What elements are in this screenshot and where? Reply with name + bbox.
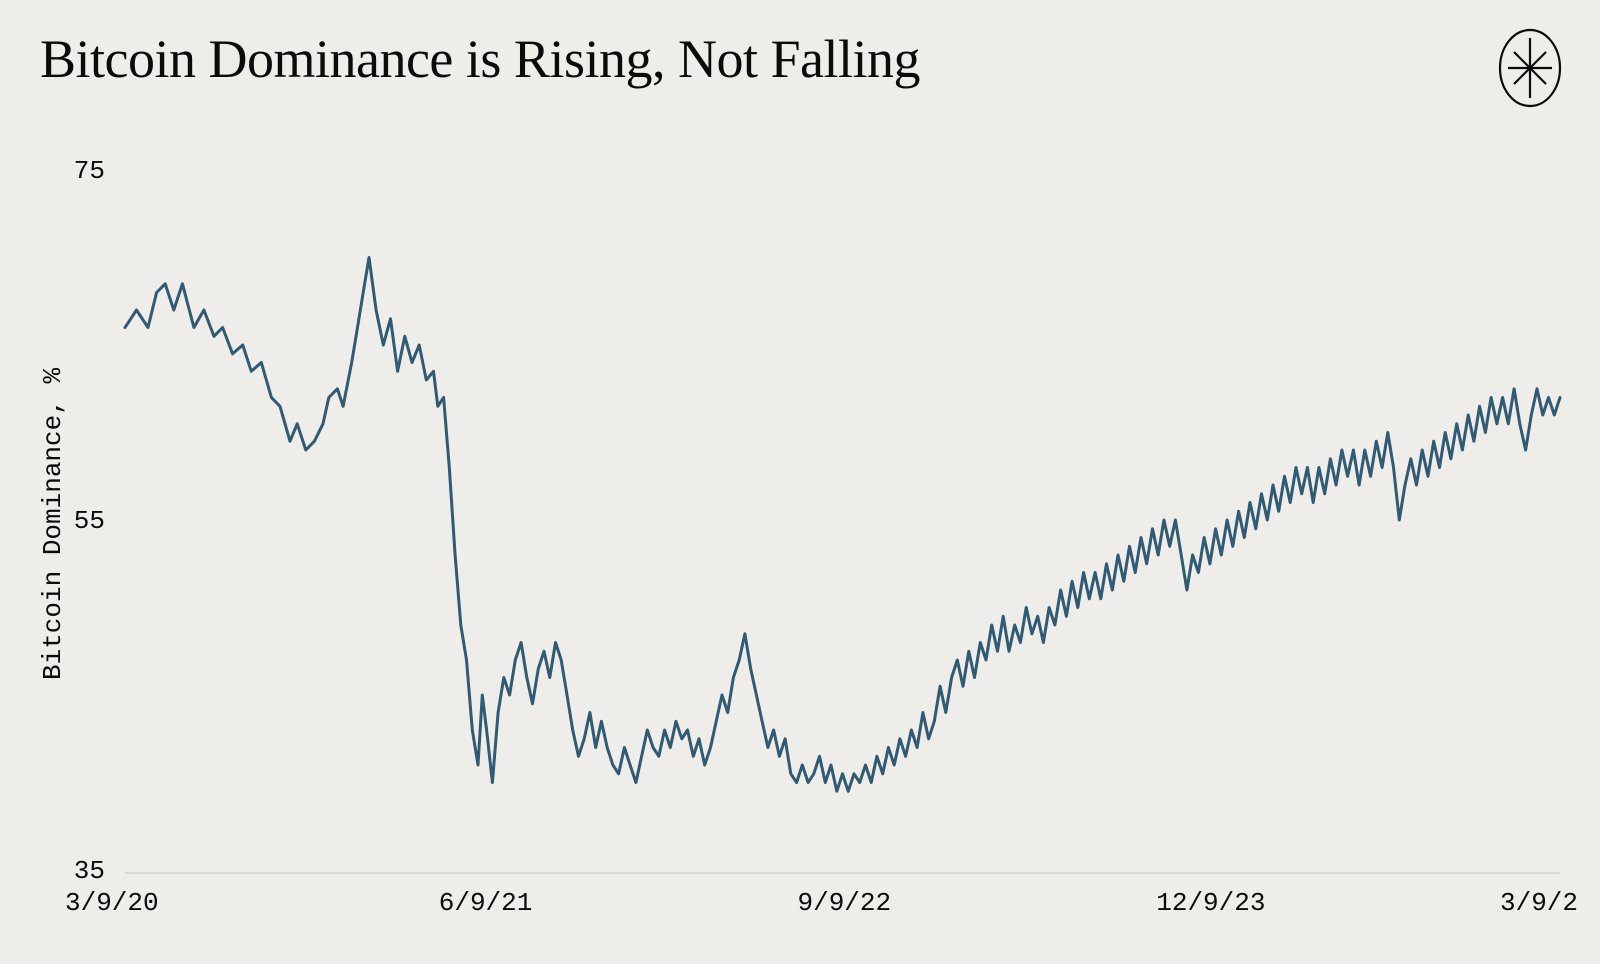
chart-container: Bitcoin Dominance is Rising, Not Falling… (0, 0, 1600, 964)
line-chart-plot (0, 0, 1600, 964)
